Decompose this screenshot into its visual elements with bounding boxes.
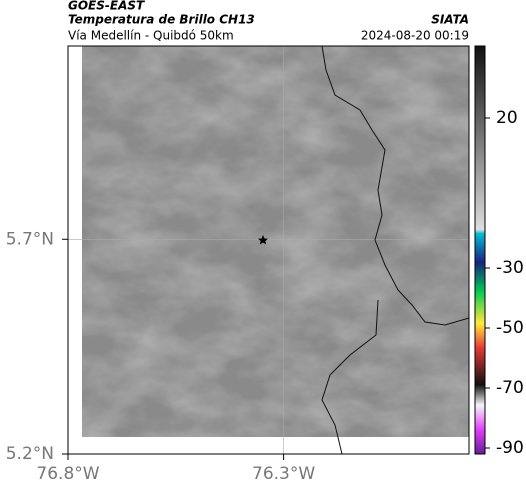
x-tick-label: 76.8°W	[36, 464, 99, 484]
cloud-texture	[82, 46, 469, 437]
colorbar-tick-label: -90	[496, 438, 524, 458]
colorbar	[474, 45, 486, 455]
colorbar-tick-label: 20	[496, 108, 518, 128]
subtitle: Temperatura de Brillo CH13	[68, 13, 255, 27]
border-line	[321, 45, 470, 326]
location-marker	[258, 235, 268, 245]
y-tick-label: 5.2°N	[6, 444, 54, 464]
colorbar-tick-label: -30	[496, 258, 524, 278]
border-line	[321, 299, 379, 455]
datetime: 2024-08-20 00:19	[361, 29, 469, 43]
source: SIATA	[431, 13, 469, 27]
colorbar-tick-label: -70	[496, 378, 524, 398]
x-tick-label: 76.3°W	[252, 464, 315, 484]
map-frame	[67, 45, 470, 455]
region: Vía Medellín - Quibdó 50km	[68, 29, 234, 43]
title: GOES-EAST	[68, 0, 145, 13]
colorbar-tick-label: -50	[496, 318, 524, 338]
y-tick-label: 5.7°N	[6, 229, 54, 249]
